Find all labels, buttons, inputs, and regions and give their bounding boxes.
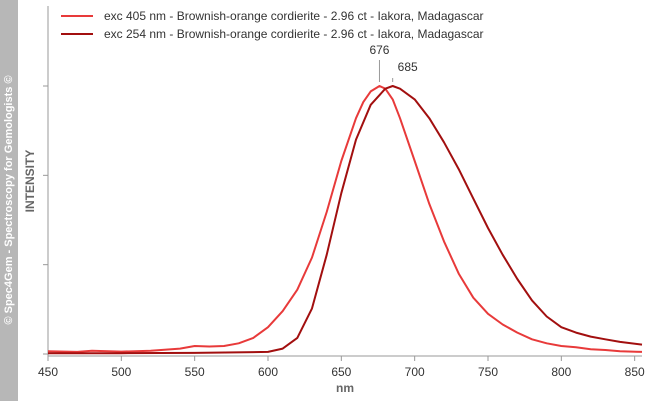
series-line-2 <box>48 85 643 355</box>
axis-ticks: 450 500 550 600 650 700 750 800 850 <box>38 85 645 379</box>
peak-annotations: 676 685 <box>369 43 418 82</box>
y-axis-title: INTENSITY <box>23 150 37 213</box>
x-tick-label: 650 <box>331 365 351 379</box>
series-line-1 <box>47 85 643 353</box>
legend-label: exc 405 nm - Brownish-orange cordierite … <box>104 9 484 23</box>
x-tick-label: 800 <box>551 365 571 379</box>
x-tick-label: 750 <box>478 365 498 379</box>
x-tick-label: 850 <box>625 365 645 379</box>
x-tick-label: 500 <box>111 365 131 379</box>
x-tick-label: 600 <box>258 365 278 379</box>
x-axis-title: nm <box>336 381 354 395</box>
legend: exc 405 nm - Brownish-orange cordierite … <box>61 9 484 41</box>
sidebar: © Spec4Gem - Spectroscopy for Gemologist… <box>0 0 18 401</box>
peak-label: 676 <box>369 43 389 57</box>
series-lines <box>47 85 643 355</box>
peak-label: 685 <box>398 60 418 74</box>
x-tick-label: 700 <box>405 365 425 379</box>
x-tick-label: 550 <box>185 365 205 379</box>
legend-label: exc 254 nm - Brownish-orange cordierite … <box>104 27 484 41</box>
x-tick-label: 450 <box>38 365 58 379</box>
